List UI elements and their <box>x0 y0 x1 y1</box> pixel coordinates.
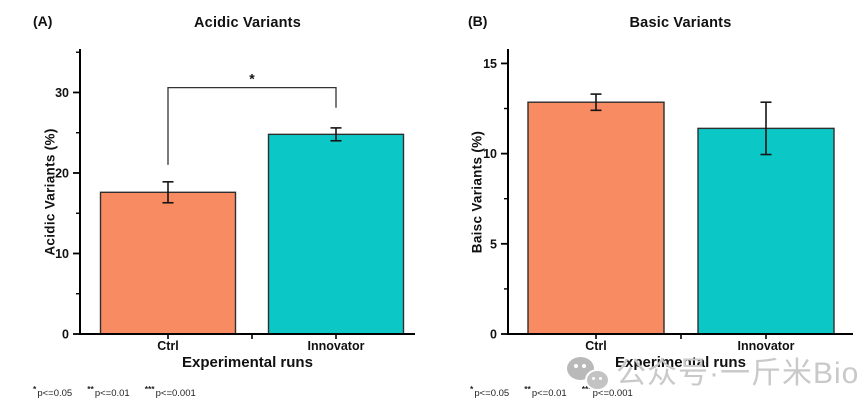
y-tick-label: 5 <box>490 237 497 251</box>
bar-innovator <box>267 133 405 335</box>
bar-ctrl <box>99 191 237 335</box>
legend-item: *p<=0.05 <box>33 384 72 399</box>
legend-item: **p<=0.01 <box>524 384 567 399</box>
basic-variants-plot: Ctrl Innovator 0 5 10 15 <box>483 49 853 353</box>
panel-acidic-variants: Ctrl Innovator 0 10 20 30 * (A) Acidic Variant… <box>33 13 415 399</box>
x-tick-label: Ctrl <box>157 339 179 353</box>
acidic-variants-plot: Ctrl Innovator 0 10 20 30 * <box>55 49 415 353</box>
significance-legend: *p<=0.05 **p<=0.01 ***p<=0.001 <box>470 384 633 399</box>
panel-letter: (A) <box>33 13 53 29</box>
legend-stars: ** <box>87 384 94 394</box>
legend-text: p<=0.05 <box>37 388 73 400</box>
legend-stars: *** <box>144 384 155 394</box>
legend-stars: *** <box>581 384 592 394</box>
y-axis-label: Baisc Variants (%) <box>469 130 485 254</box>
significance-bracket <box>167 86 337 165</box>
legend-text: p<=0.05 <box>474 388 510 400</box>
y-axis-label: Acidic Variants (%) <box>42 128 58 256</box>
y-tick-label: 20 <box>55 166 69 180</box>
x-axis-label: Experimental runs <box>182 354 313 371</box>
significance-star: * <box>249 71 255 87</box>
bar-innovator <box>697 127 835 335</box>
y-tick-label: 10 <box>55 247 69 261</box>
x-axis-label: Experimental runs <box>615 354 746 371</box>
panel-letter: (B) <box>468 13 488 29</box>
x-tick-label: Innovator <box>738 339 795 353</box>
x-tick-label: Ctrl <box>585 339 607 353</box>
legend-item: **p<=0.01 <box>87 384 130 399</box>
chart-title: Acidic Variants <box>194 15 301 31</box>
y-tick-label: 0 <box>62 328 69 342</box>
legend-stars: * <box>33 384 37 394</box>
chart-title: Basic Variants <box>629 15 732 31</box>
y-tick-label: 15 <box>483 57 497 71</box>
significance-legend: *p<=0.05 **p<=0.01 ***p<=0.001 <box>33 384 196 399</box>
legend-item: ***p<=0.001 <box>582 384 633 399</box>
legend-text: p<=0.001 <box>592 388 633 400</box>
y-tick-label: 0 <box>490 328 497 342</box>
panel-basic-variants: Ctrl Innovator 0 5 10 15 (B) Basic Variants B… <box>432 0 864 413</box>
legend-text: p<=0.01 <box>531 388 567 400</box>
y-tick-label: 10 <box>483 147 497 161</box>
legend-item: ***p<=0.001 <box>145 384 196 399</box>
y-tick-label: 30 <box>55 86 69 100</box>
legend-item: *p<=0.05 <box>470 384 509 399</box>
x-tick-label: Innovator <box>308 339 365 353</box>
legend-stars: ** <box>524 384 531 394</box>
legend-text: p<=0.001 <box>155 388 196 400</box>
bar-ctrl <box>527 101 665 335</box>
legend-stars: * <box>470 384 474 394</box>
legend-text: p<=0.01 <box>94 388 130 400</box>
